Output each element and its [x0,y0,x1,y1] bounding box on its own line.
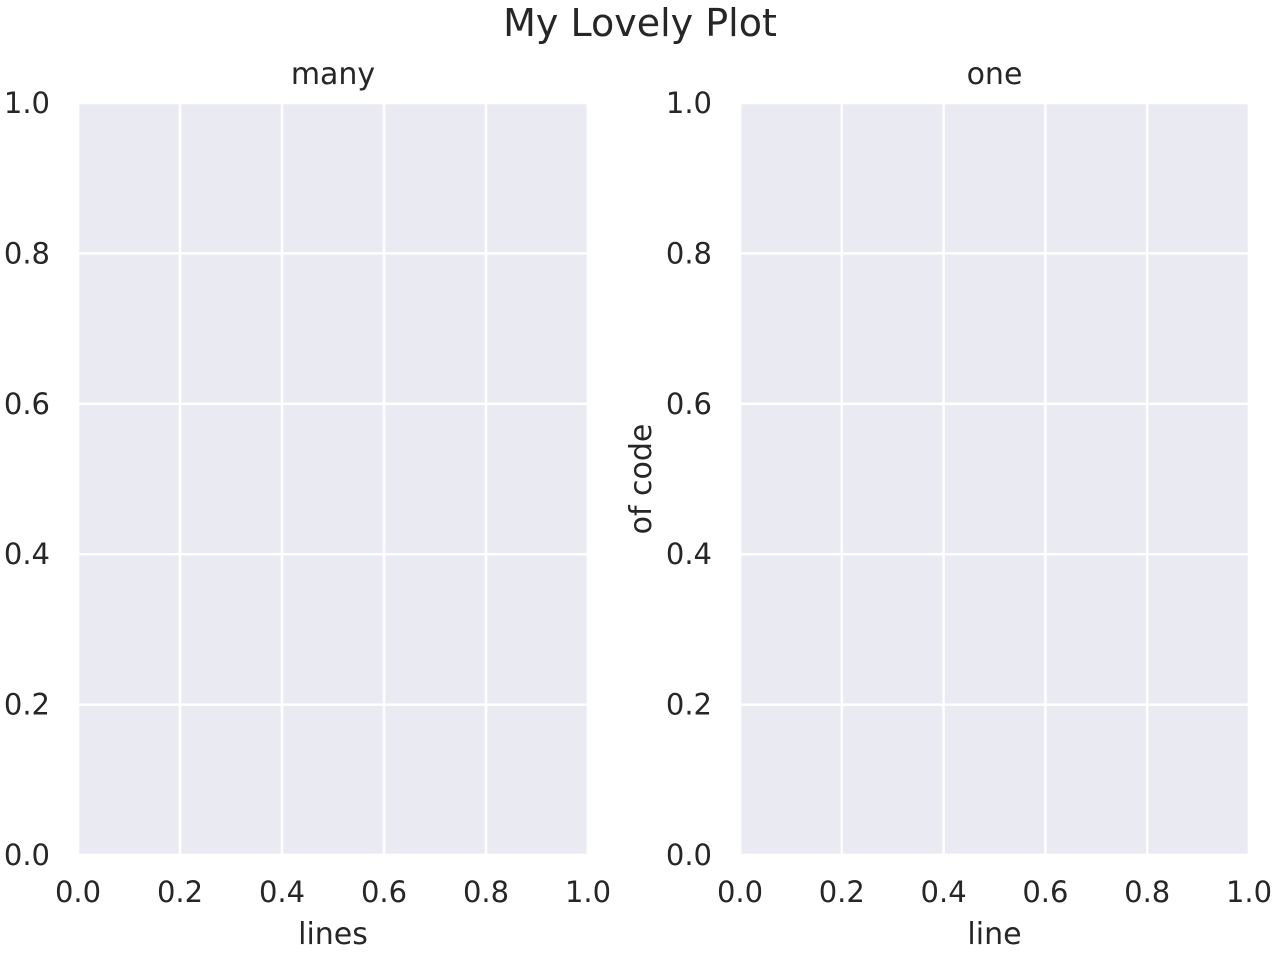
y-tick-label: 0.8 [4,236,50,270]
x-tick-label: 0.8 [463,875,509,909]
y-tick-label: 0.0 [4,838,50,872]
y-tick-label: 0.2 [666,688,712,722]
y-tick-label: 1.0 [666,86,712,120]
x-tick-label: 0.2 [157,875,203,909]
y-tick-label: 0.4 [4,537,50,571]
x-tick-label: 0.8 [1124,875,1170,909]
x-tick-label: 0.6 [1022,875,1068,909]
x-tick-label: 0.0 [717,875,763,909]
y-tick-label: 0.0 [666,838,712,872]
y-tick-label: 1.0 [4,86,50,120]
axes-title-right: one [967,57,1023,92]
x-tick-label: 0.4 [921,875,967,909]
x-tick-label: 1.0 [1226,875,1272,909]
x-tick-label: 0.2 [819,875,865,909]
x-tick-label: 0.0 [55,875,101,909]
x-tick-label: 1.0 [565,875,611,909]
plot-area-left [78,103,588,855]
y-tick-label: 0.2 [4,688,50,722]
y-tick-label: 0.6 [666,387,712,421]
y-tick-label: 0.6 [4,387,50,421]
figure-suptitle: My Lovely Plot [503,1,777,45]
x-tick-label: 0.6 [361,875,407,909]
x-tick-label: 0.4 [259,875,305,909]
axes-title-left: many [291,57,375,92]
x-axis-label-left: lines [298,917,368,952]
axes-left: 0.0 0.2 0.4 0.6 0.8 1.0 0.0 0.2 0.4 0.6 0.8 1.0 many… [4,57,611,952]
axes-right: 0.0 0.2 0.4 0.6 0.8 1.0 0.0 0.2 0.4 0.6 0.8 1.0 one l… [624,57,1272,952]
plot-area-right [740,103,1249,855]
y-tick-label: 0.4 [666,537,712,571]
y-tick-label: 0.8 [666,236,712,270]
x-axis-label-right: line [967,917,1021,952]
y-axis-label-right: of code [624,424,659,535]
